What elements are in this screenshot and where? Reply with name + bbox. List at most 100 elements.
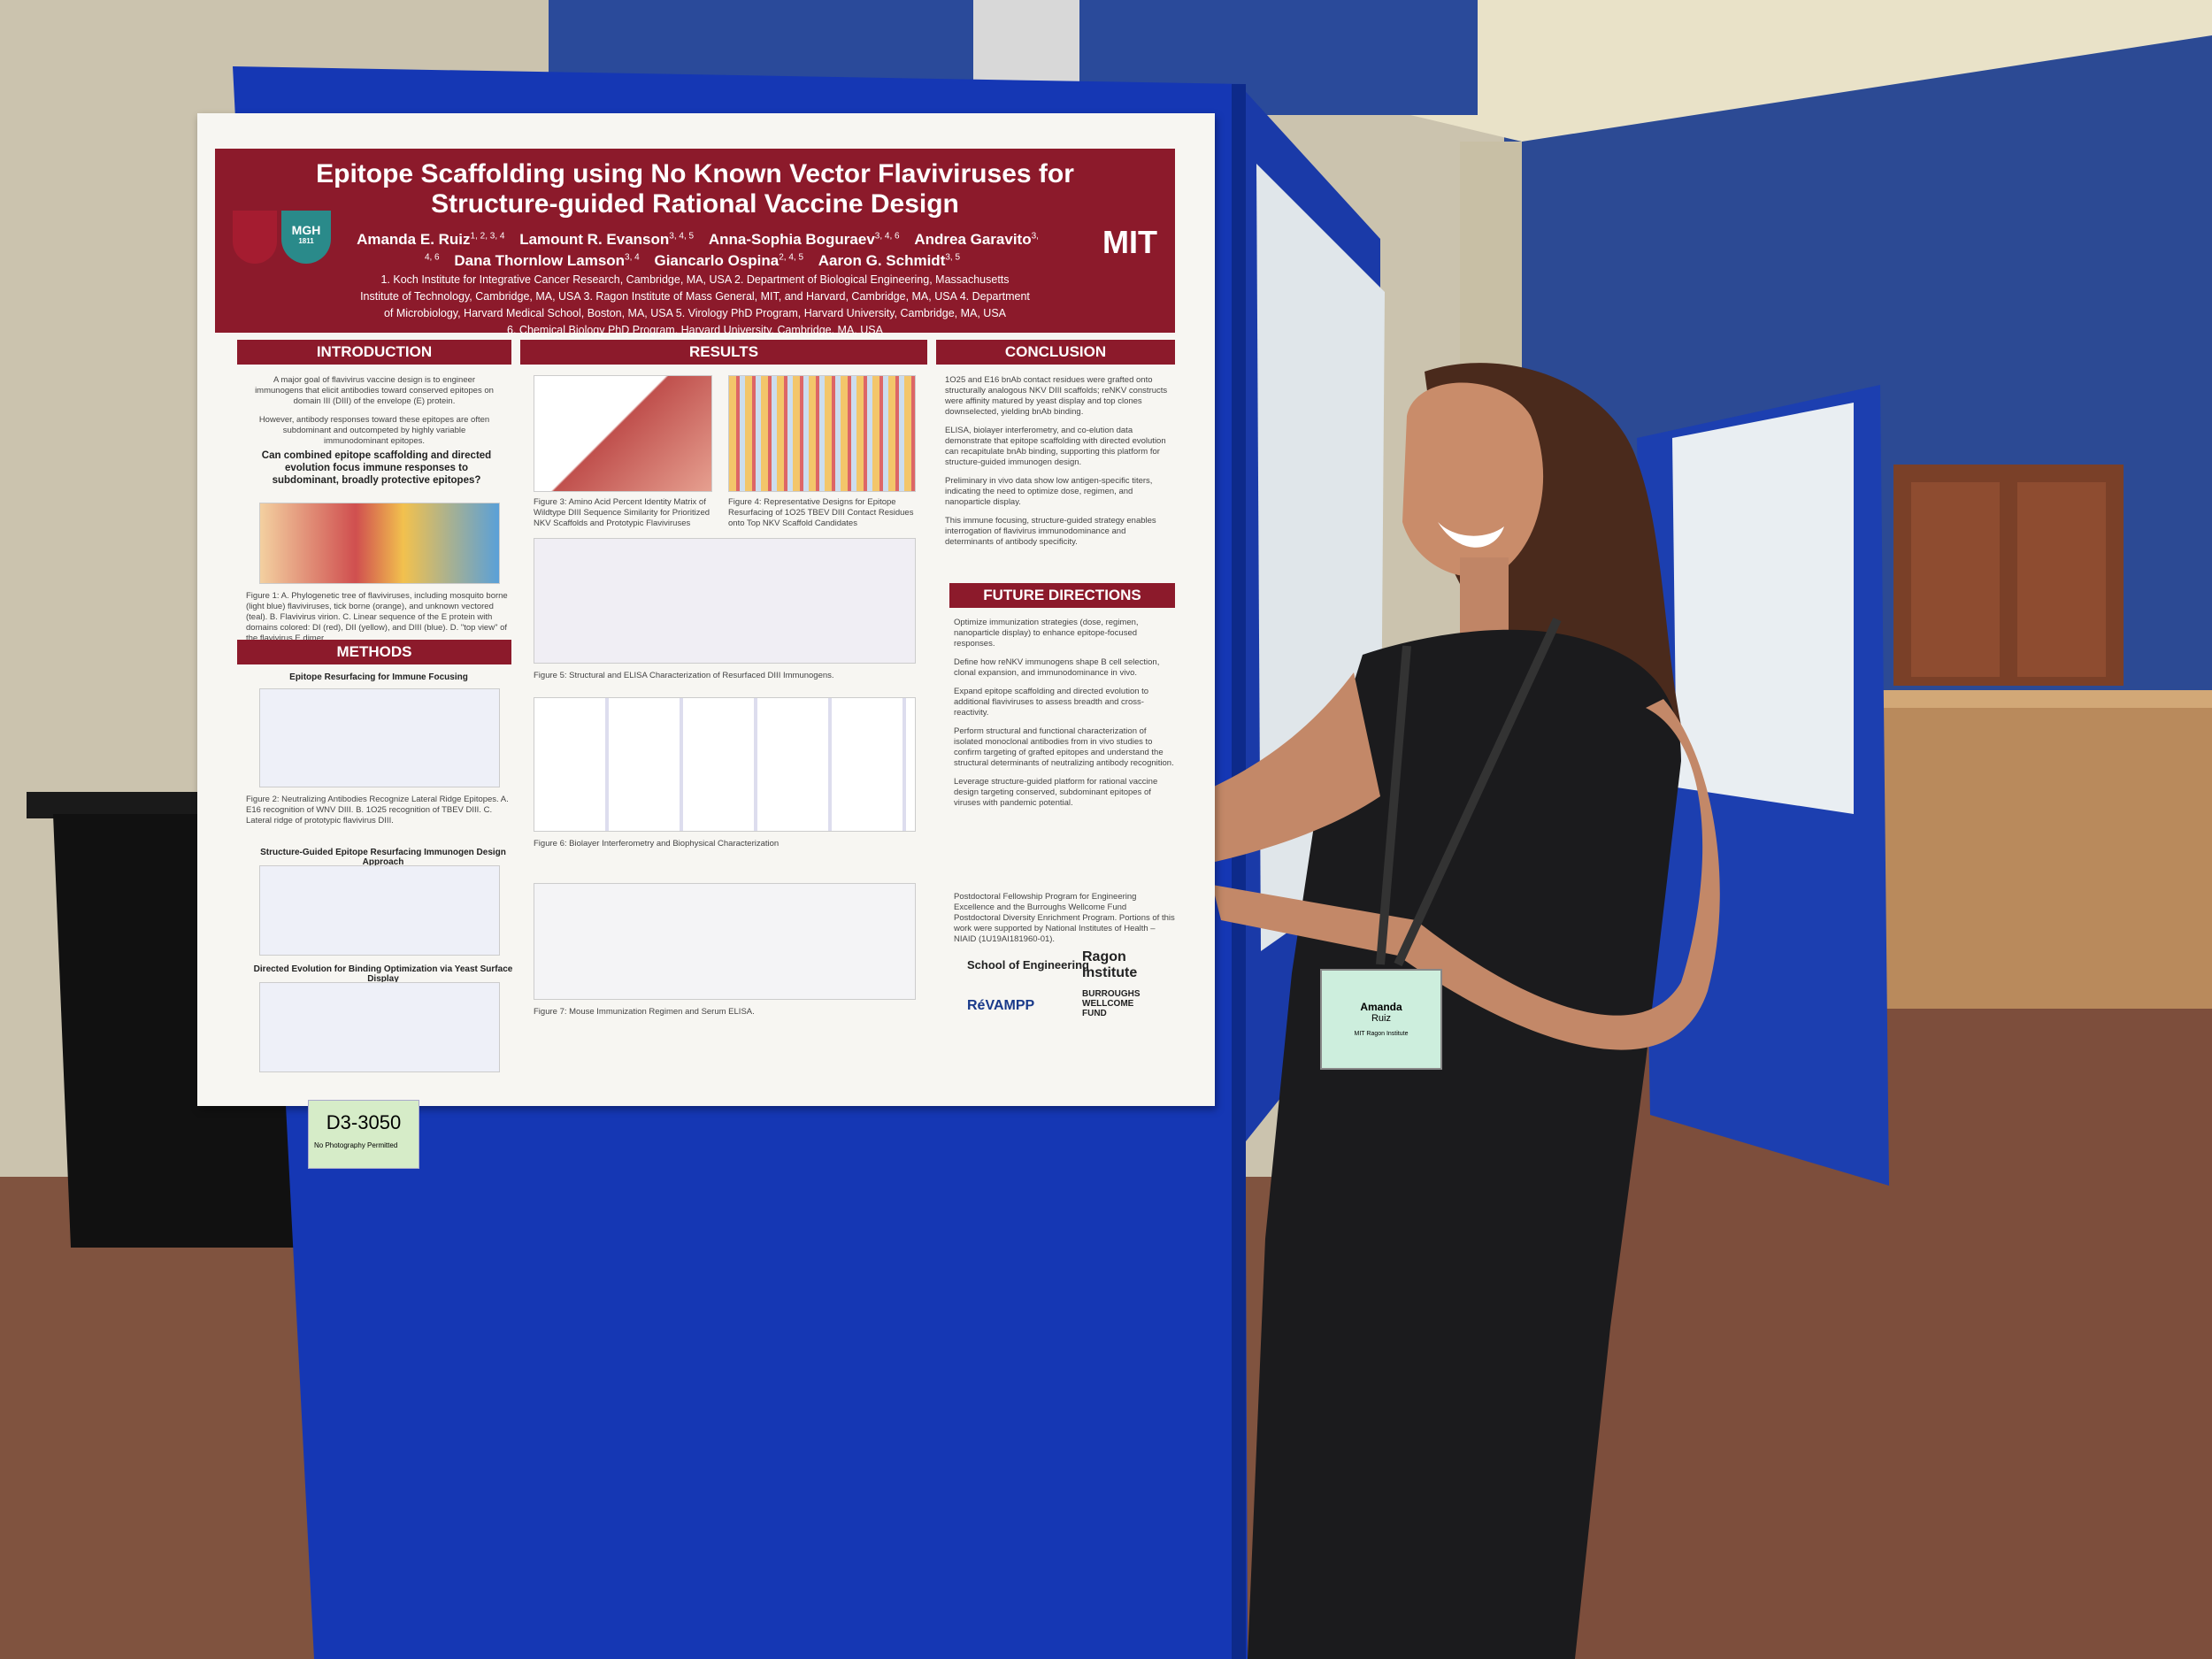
caption: Figure 7: Mouse Immunization Regimen and… [534, 1007, 755, 1017]
door-panel [2017, 482, 2106, 677]
caption: Figure 5: Structural and ELISA Character… [534, 671, 834, 680]
intro-text: A major goal of flavivirus vaccine desig… [250, 375, 498, 455]
section-heading: FUTURE DIRECTIONS [949, 583, 1175, 608]
author-affil: 3, 4, 5 [669, 231, 695, 241]
authors: Amanda E. Ruiz1, 2, 3, 4 Lamount R. Evan… [215, 227, 1175, 270]
figure [728, 375, 916, 492]
author-name: Aaron G. Schmidt [818, 252, 946, 270]
caption: Figure 6: Biolayer Interferometry and Bi… [534, 839, 780, 849]
author: Anna-Sophia Boguraev3, 4, 6 [709, 231, 900, 248]
sponsor-logo: RéVAMPP [967, 998, 1035, 1013]
arm-left [796, 672, 1380, 894]
dress [1248, 629, 1681, 1659]
poster-header: MGH 1811 MIT Epitope Scaffolding using No… [215, 149, 1175, 336]
author-affil: 3, 5 [945, 252, 961, 263]
name-badge: Amanda Ruiz MIT Ragon Institute [1320, 969, 1442, 1070]
paragraph: Preliminary in vivo data show low antige… [945, 476, 1153, 507]
author-affil: 1, 2, 3, 4 [470, 231, 505, 241]
counter-top [1880, 690, 2212, 708]
logo-text: MGH [291, 223, 321, 237]
title-line: Structure-guided Rational Vaccine Design [431, 189, 959, 219]
author: Andrea Garavito 3, 4, 6 [425, 231, 1039, 270]
author-name: Giancarlo Ospina [654, 252, 780, 270]
author-name: Lamount R. Evanson [519, 230, 670, 248]
figure [259, 865, 500, 956]
sponsor-logo: BURROUGHS WELLCOME FUND [1082, 989, 1141, 1018]
paragraph: ELISA, biolayer interferometry, and co-e… [945, 426, 1166, 467]
badge-last-name: Ruiz [1371, 1013, 1391, 1024]
figure [259, 982, 500, 1072]
affiliation: 6. Chemical Biology PhD Program, Harvard… [507, 324, 883, 337]
author-affil: 3, 4 [625, 252, 640, 263]
figure [534, 375, 712, 492]
logo-text: 1811 [298, 237, 314, 245]
board-label: D3-3050 No Photography Permitted [308, 1100, 419, 1169]
figure [534, 883, 916, 1000]
paragraph: A major goal of flavivirus vaccine desig… [255, 375, 494, 406]
vent [973, 0, 1079, 84]
lanyard [1376, 617, 1562, 967]
mgh-logo: MGH 1811 [281, 211, 331, 264]
figure [534, 697, 916, 832]
caption: Figure 3: Amino Acid Percent Identity Ma… [534, 497, 710, 528]
label-note: No Photography Permitted [314, 1141, 398, 1149]
label-code: D3-3050 [326, 1111, 402, 1133]
section-heading: INTRODUCTION [237, 340, 511, 365]
author-name: Andrea Garavito [914, 230, 1032, 248]
mit-logo: MIT [1102, 224, 1157, 260]
affiliation: of Microbiology, Harvard Medical School,… [383, 307, 1007, 320]
author-name: Amanda E. Ruiz [357, 230, 471, 248]
list-item: Define how reNKV immunogens shape B cell… [954, 657, 1160, 678]
author-affil: 2, 4, 5 [779, 252, 804, 263]
affiliation: Institute of Technology, Cambridge, MA, … [360, 290, 1030, 303]
paragraph: 1O25 and E16 bnAb contact residues were … [945, 375, 1168, 417]
author: Giancarlo Ospina2, 4, 5 [654, 252, 803, 269]
section-heading: CONCLUSION [936, 340, 1175, 365]
right-poster [1672, 403, 1854, 814]
list-item: Expand epitope scaffolding and directed … [954, 687, 1149, 718]
subheading: Epitope Resurfacing for Immune Focusing [289, 672, 468, 682]
author-name: Anna-Sophia Boguraev [708, 230, 875, 248]
author: Lamount R. Evanson3, 4, 5 [519, 231, 694, 248]
subheading: Structure-Guided Epitope Resurfacing Imm… [260, 848, 506, 867]
counter [1880, 690, 2212, 1009]
author: Amanda E. Ruiz1, 2, 3, 4 [357, 231, 504, 248]
caption: Figure 2: Neutralizing Antibodies Recogn… [246, 795, 509, 826]
title-block: Epitope Scaffolding using No Known Vecto… [215, 149, 1175, 337]
section-heading: RESULTS [520, 340, 927, 365]
author-affil: 3, 4, 6 [874, 231, 900, 241]
author: Dana Thornlow Lamson3, 4 [454, 252, 639, 269]
list-item: Perform structural and functional charac… [954, 726, 1174, 768]
sponsor-logo: School of Engineering [967, 958, 1089, 972]
board-edge [1232, 84, 1246, 1659]
section-heading: METHODS [237, 640, 511, 664]
title-line: Epitope Scaffolding using No Known Vecto… [316, 159, 1074, 188]
caption: Figure 1: A. Phylogenetic tree of flaviv… [246, 591, 508, 643]
list-item: Optimize immunization strategies (dose, … [954, 618, 1139, 649]
list-item: Leverage structure-guided platform for r… [954, 777, 1158, 808]
affiliation: 1. Koch Institute for Integrative Cancer… [380, 273, 1010, 287]
question: Can combined epitope scaffolding and dir… [261, 450, 492, 486]
acknowledgments: Postdoctoral Fellowship Program for Engi… [954, 892, 1175, 944]
figure [534, 538, 916, 664]
subheading: Directed Evolution for Binding Optimizat… [253, 964, 513, 984]
figure [259, 688, 500, 787]
author: Aaron G. Schmidt3, 5 [818, 252, 960, 269]
author-name: Dana Thornlow Lamson [454, 252, 626, 270]
arm-right [1212, 699, 1720, 1050]
smile [1438, 522, 1504, 548]
future-text: Optimize immunization strategies (dose, … [954, 618, 1175, 817]
sponsor-logo: Ragon Institute [1082, 949, 1138, 980]
neck [1460, 557, 1509, 637]
badge-org: MIT Ragon Institute [1354, 1031, 1409, 1037]
figure [259, 503, 500, 584]
poster: MGH 1811 MIT Epitope Scaffolding using No… [197, 113, 1215, 1106]
caption: Figure 4: Representative Designs for Epi… [728, 497, 914, 528]
author-affil: 3, 4, 6 [424, 231, 1039, 263]
face [1402, 382, 1544, 578]
badge-first-name: Amanda [1360, 1001, 1402, 1013]
harvard-logo [233, 211, 277, 264]
paragraph: However, antibody responses toward these… [258, 415, 490, 446]
door-panel [1911, 482, 2000, 677]
